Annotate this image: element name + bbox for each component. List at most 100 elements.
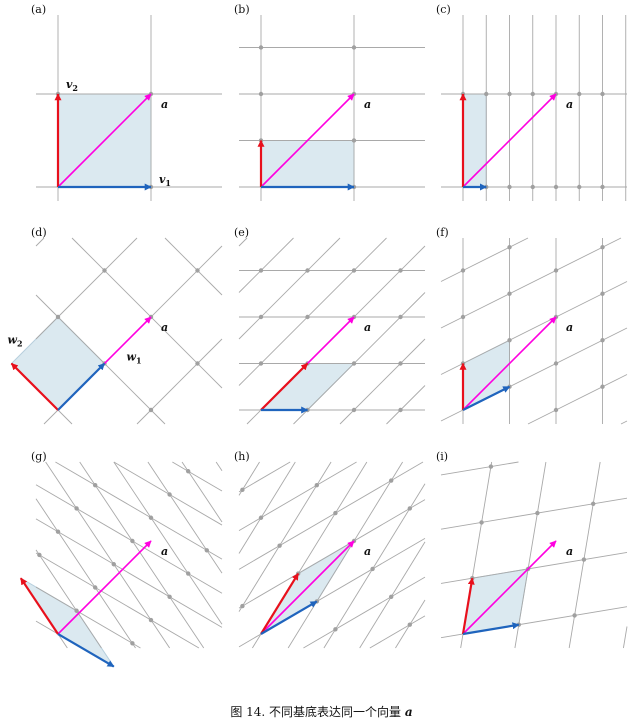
lattice-dot [370, 566, 375, 572]
lattice-dot [148, 407, 154, 413]
basis-vector-1 [462, 385, 511, 411]
lattice-dot [55, 529, 61, 534]
lattice-dot [351, 138, 357, 143]
grid-line [45, 461, 171, 649]
lattice-dot [553, 268, 559, 273]
panel-label: (d) [31, 226, 47, 239]
vector-a [57, 540, 152, 635]
panel-label: (g) [31, 450, 47, 463]
panel-b: (b) a [234, 3, 425, 201]
grid-line [238, 237, 387, 386]
basis-vector-2-label-subscript: 2 [72, 83, 78, 93]
panel-h: (h) a [234, 450, 426, 649]
grid-line [440, 497, 628, 530]
lattice-dot [148, 617, 154, 623]
lattice-dot [240, 487, 245, 493]
lattice-dot [167, 594, 172, 599]
basis-vector-2-label: w2 [8, 334, 23, 349]
panel-d: (d) a w1 w2 [8, 226, 223, 425]
lattice-dot [389, 478, 394, 483]
grid-line [35, 237, 138, 340]
grid-line [238, 461, 424, 570]
panel-c: (c) a [436, 3, 627, 201]
lattice-dot [600, 291, 605, 296]
panel-label: (h) [234, 450, 250, 463]
grid-line [303, 576, 426, 649]
lattice-dot [407, 506, 412, 511]
lattice-dot [186, 469, 191, 474]
lattice-dot [130, 641, 135, 646]
lattice-dot [460, 314, 466, 320]
lattice-dot [600, 184, 605, 190]
lattice-dot [130, 538, 135, 544]
grid-line [440, 237, 622, 329]
lattice-dot [102, 268, 107, 273]
panel-label: (a) [31, 3, 46, 16]
panel-label: (b) [234, 3, 250, 16]
caption-symbol: a [404, 705, 413, 719]
panel-a: (a) a v1 v2 [31, 3, 222, 201]
lattice-dot [600, 384, 605, 389]
panel-g: (g) a [19, 450, 223, 668]
vector-a-label: a [364, 321, 371, 334]
grid-line [79, 461, 205, 649]
lattice-dot [351, 268, 357, 273]
basis-vector-2-label: v2 [66, 78, 78, 93]
vector-a-label: a [364, 545, 371, 558]
lattice-dot [507, 91, 512, 97]
panel-label: (c) [436, 3, 451, 16]
lattice-dot [488, 464, 494, 469]
lattice-dot [398, 407, 403, 413]
grid-lines [35, 461, 223, 649]
lattice-dot [258, 515, 264, 520]
basis-vector-1-label-subscript: 1 [136, 356, 142, 366]
vector-a [57, 93, 152, 188]
grid-line [147, 461, 223, 574]
grid-line [35, 484, 223, 594]
vector-a-label: a [566, 98, 573, 111]
panel-label: (e) [234, 226, 249, 239]
lattice-dot [204, 548, 209, 553]
lattice-dot [484, 91, 489, 97]
grid-line [369, 615, 426, 649]
lattice-dot [351, 45, 357, 50]
grid-line [113, 461, 223, 625]
lattice-dot [591, 501, 596, 506]
lattice-dot [389, 594, 394, 599]
lattice-dot [258, 314, 264, 320]
basis-parallelogram [462, 93, 487, 188]
vector-a-label: a [161, 98, 168, 111]
vector-a [462, 540, 557, 635]
lattice-dot [148, 515, 154, 520]
vector-a [462, 93, 557, 188]
panel-f: (f) a [436, 226, 628, 425]
vector-a [462, 316, 557, 411]
grid-line [238, 461, 291, 493]
lattice-dot [195, 361, 200, 366]
lattice-dot [407, 622, 412, 627]
basis-vector-2 [260, 362, 309, 411]
lattice-dot [305, 314, 310, 320]
grid-line [568, 461, 601, 649]
lattice-dot [240, 603, 245, 609]
lattice-dot [333, 510, 338, 516]
grid-line [386, 385, 426, 425]
grid-line [238, 499, 426, 609]
lattice-dot [258, 45, 264, 50]
grid-line [35, 237, 45, 247]
grid-line [440, 551, 628, 584]
grid-line [55, 461, 223, 560]
grid-line [35, 549, 102, 649]
lattice-dot [507, 338, 512, 343]
vector-a-label: a [161, 545, 168, 558]
basis-vector-1 [57, 362, 106, 411]
lattice-dot [398, 361, 403, 366]
basis-vector-1 [462, 622, 520, 636]
grid-line [440, 281, 628, 375]
lattice-dot [553, 184, 559, 190]
basis-vector-2 [10, 362, 59, 411]
basis-parallelogram [10, 316, 106, 411]
lattice-dot [314, 483, 319, 488]
figure-caption: 图 14. 不同基底表达同一个向量 a [0, 703, 643, 720]
grid-line [293, 292, 426, 425]
